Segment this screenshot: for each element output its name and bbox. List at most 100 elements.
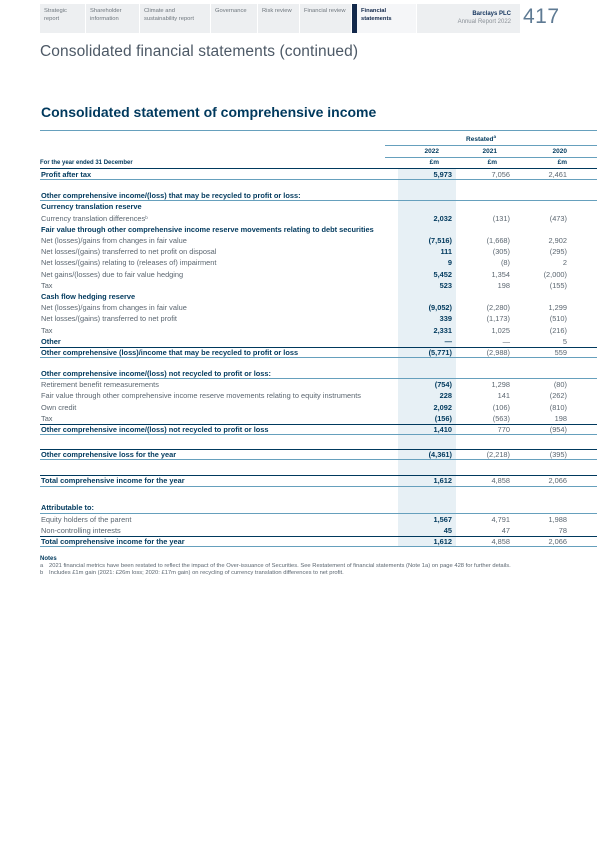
row-right-spacer	[570, 348, 597, 357]
row-label: Non-controlling interests	[41, 525, 121, 535]
page-number: 417	[523, 5, 560, 28]
row-right-spacer	[570, 537, 597, 546]
row-label: Net (losses)/gains from changes in fair …	[41, 236, 187, 246]
note-text: 2021 financial metrics have been restate…	[49, 563, 511, 569]
header-spacer	[40, 131, 385, 146]
value-2022: 9	[398, 257, 456, 269]
value-2020	[513, 358, 570, 368]
table-row: Tax 2,331 1,025 (216)	[40, 324, 597, 336]
restated-superscript: a	[493, 133, 496, 139]
value-2020: 5	[562, 336, 567, 346]
table-header-restated-row: Restateda	[40, 130, 597, 146]
brand-report-title: Annual Report 2022	[457, 18, 511, 25]
row-right-spacer	[570, 390, 597, 401]
restated-cells: Restateda	[385, 131, 597, 146]
note-text: Includes £1m gain (2021: £26m loss; 2020…	[49, 570, 344, 576]
table-row: Fair value through other comprehensive i…	[40, 223, 597, 235]
value-2021: 4,791	[491, 514, 511, 524]
nav-tab-strategic-report[interactable]: Strategic report	[40, 4, 85, 33]
value-2021	[456, 201, 513, 212]
row-label: Tax	[41, 280, 53, 290]
table-row: Retirement benefit remeasurements (754) 1,…	[40, 379, 597, 391]
nav-tab-governance[interactable]: Governance	[211, 4, 257, 33]
value-2020: 2,066	[548, 537, 568, 547]
value-2022	[398, 502, 456, 513]
row-label: Cash flow hedging reserve	[41, 291, 136, 301]
row-right-spacer	[570, 246, 597, 257]
row-right-spacer	[570, 257, 597, 268]
row-header-label: For the year ended 31 December	[40, 160, 133, 166]
row-label: Net (losses)/gains from changes in fair …	[41, 303, 187, 313]
table-row: Tax 523 198 (155)	[40, 279, 597, 291]
table-row: Net losses/(gains) transferred to net pr…	[40, 246, 597, 258]
value-2020	[513, 487, 570, 503]
value-2020	[513, 180, 570, 190]
value-2020: 1,299	[548, 303, 568, 313]
brand-block: Barclays PLC Annual Report 2022	[417, 4, 520, 33]
value-2020: (473)	[549, 213, 567, 223]
nav-tab-financial-review[interactable]: Financial review	[300, 4, 351, 33]
value-2020	[513, 291, 570, 302]
row-right-spacer	[570, 235, 597, 246]
value-2022	[398, 201, 456, 213]
value-2022	[398, 368, 456, 379]
notes-list: a 2021 financial metrics have been restat…	[40, 563, 597, 577]
value-2021	[456, 460, 513, 475]
row-right-spacer	[570, 280, 597, 291]
row-label: Tax	[41, 413, 53, 423]
value-2020: 2,066	[548, 476, 568, 486]
notes-section: Notes a 2021 financial metrics have been …	[40, 556, 597, 577]
value-2021	[456, 190, 513, 200]
value-2021: (2,218)	[486, 450, 510, 460]
value-2021: 1,025	[491, 325, 511, 335]
row-label	[40, 435, 398, 449]
table-row: Own credit 2,092 (106) (810)	[40, 401, 597, 413]
row-label: Other comprehensive loss for the year	[41, 450, 177, 460]
row-label: Other comprehensive income/(loss) that m…	[41, 190, 301, 200]
value-2021	[456, 291, 513, 302]
value-2020: (810)	[549, 402, 567, 412]
nav-tab-climate-and-sustainability-report[interactable]: Climate and sustainability report	[140, 4, 210, 33]
note-marker: b	[40, 570, 44, 576]
value-2022: (4,361)	[398, 450, 456, 460]
table-row: Attributable to:	[40, 502, 597, 514]
value-2020: 2,461	[548, 169, 568, 179]
nav-tab-risk-review[interactable]: Risk review	[258, 4, 299, 33]
table-row: Equity holders of the parent 1,567 4,791 1,…	[40, 513, 597, 525]
row-right-spacer	[570, 379, 597, 390]
value-2022	[398, 290, 456, 303]
row-right-spacer	[570, 324, 597, 335]
value-2020	[513, 435, 570, 449]
nav-tab-shareholder-information[interactable]: Shareholder information	[86, 4, 139, 33]
table-header-years-row: 2022 2021 2020	[40, 146, 597, 158]
row-right-spacer	[570, 435, 597, 449]
table-row: Net gains/(losses) due to fair value hed…	[40, 268, 597, 280]
value-2022	[398, 435, 456, 450]
value-2022: 1,567	[398, 513, 456, 525]
value-2020: (395)	[549, 450, 567, 460]
table-row: Total comprehensive income for the year 1…	[40, 475, 597, 487]
value-2020	[513, 201, 570, 212]
value-2020: (510)	[549, 314, 567, 324]
row-right-spacer	[570, 302, 597, 313]
value-2020: 2	[562, 258, 567, 268]
row-right-spacer	[570, 402, 597, 413]
note-item-a: a 2021 financial metrics have been restat…	[40, 563, 597, 570]
value-2020: (262)	[549, 391, 567, 401]
value-2021: 1,354	[491, 269, 511, 279]
table-row: Total comprehensive income for the year 1…	[40, 536, 597, 548]
row-right-spacer	[570, 336, 597, 347]
row-label: Other comprehensive income/(loss) not re…	[41, 425, 269, 435]
table-row: Currency translation reserve	[40, 201, 597, 213]
value-2021: (2,280)	[486, 303, 510, 313]
row-right-spacer	[570, 368, 597, 378]
value-2022: 1,612	[398, 537, 456, 547]
value-2022: (754)	[398, 379, 456, 391]
table-header-units-row: For the year ended 31 December £m £m £m	[40, 158, 597, 169]
row-right-spacer	[570, 503, 597, 513]
row-right-spacer	[570, 476, 597, 485]
value-2022: 523	[398, 279, 456, 291]
nav-tab-financial-statements[interactable]: Financial statements	[352, 4, 416, 33]
row-label: Equity holders of the parent	[41, 514, 132, 524]
value-2022: 5,452	[398, 268, 456, 280]
